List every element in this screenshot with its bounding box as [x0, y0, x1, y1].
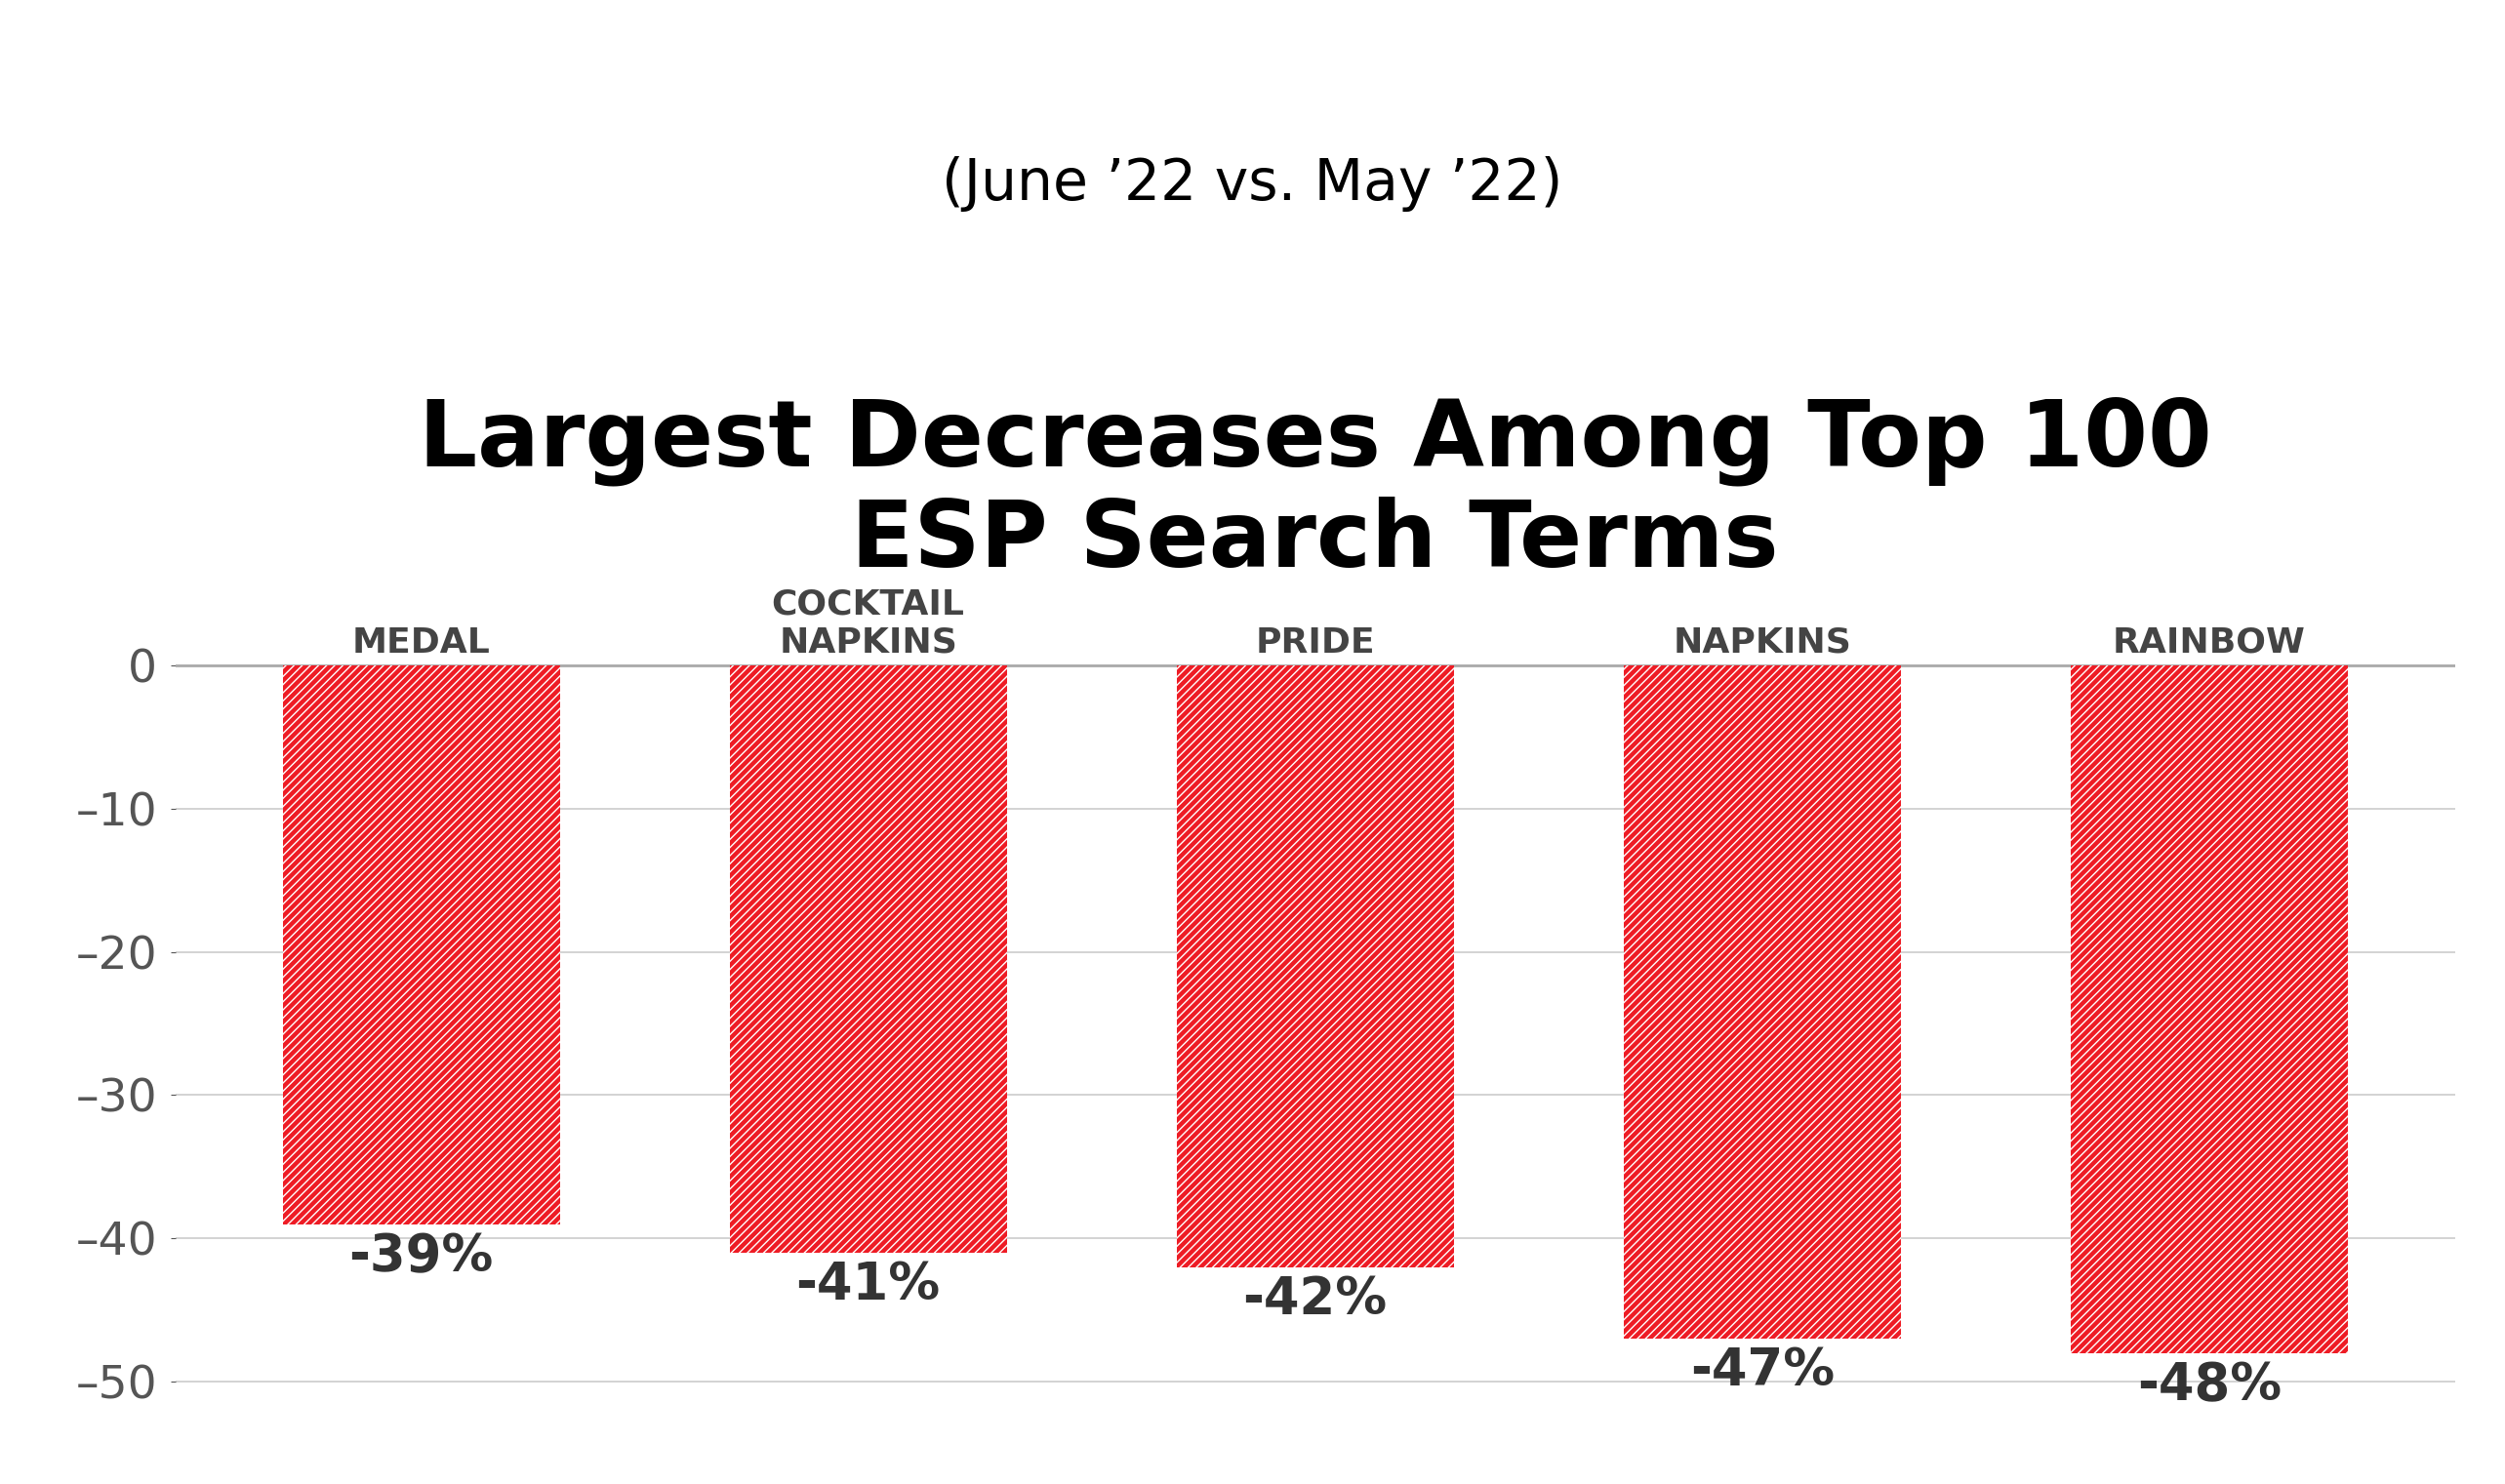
Bar — [2072, 665, 2347, 1353]
Bar — [283, 665, 559, 1224]
Title: Largest Decreases Among Top 100
ESP Search Terms: Largest Decreases Among Top 100 ESP Sear… — [418, 396, 2212, 586]
Bar — [1177, 665, 1453, 1267]
Bar — [2072, 665, 2347, 1353]
Text: -41%: -41% — [797, 1260, 939, 1310]
Bar — [729, 665, 1007, 1252]
Text: MEDAL: MEDAL — [353, 626, 491, 659]
Text: PRIDE: PRIDE — [1255, 626, 1375, 659]
Text: -39%: -39% — [348, 1232, 493, 1282]
Text: NAPKINS: NAPKINS — [1673, 626, 1851, 659]
Bar — [283, 665, 559, 1224]
Text: -48%: -48% — [2137, 1361, 2282, 1411]
Text: COCKTAIL
NAPKINS: COCKTAIL NAPKINS — [772, 588, 964, 659]
Text: RAINBOW: RAINBOW — [2112, 626, 2305, 659]
Text: (June ’22 vs. May ’22): (June ’22 vs. May ’22) — [942, 156, 1563, 211]
Text: -47%: -47% — [1691, 1346, 1834, 1396]
Bar — [729, 665, 1007, 1252]
Bar — [1177, 665, 1453, 1267]
Text: -42%: -42% — [1242, 1275, 1388, 1325]
Bar — [1623, 665, 1901, 1339]
Bar — [1623, 665, 1901, 1339]
